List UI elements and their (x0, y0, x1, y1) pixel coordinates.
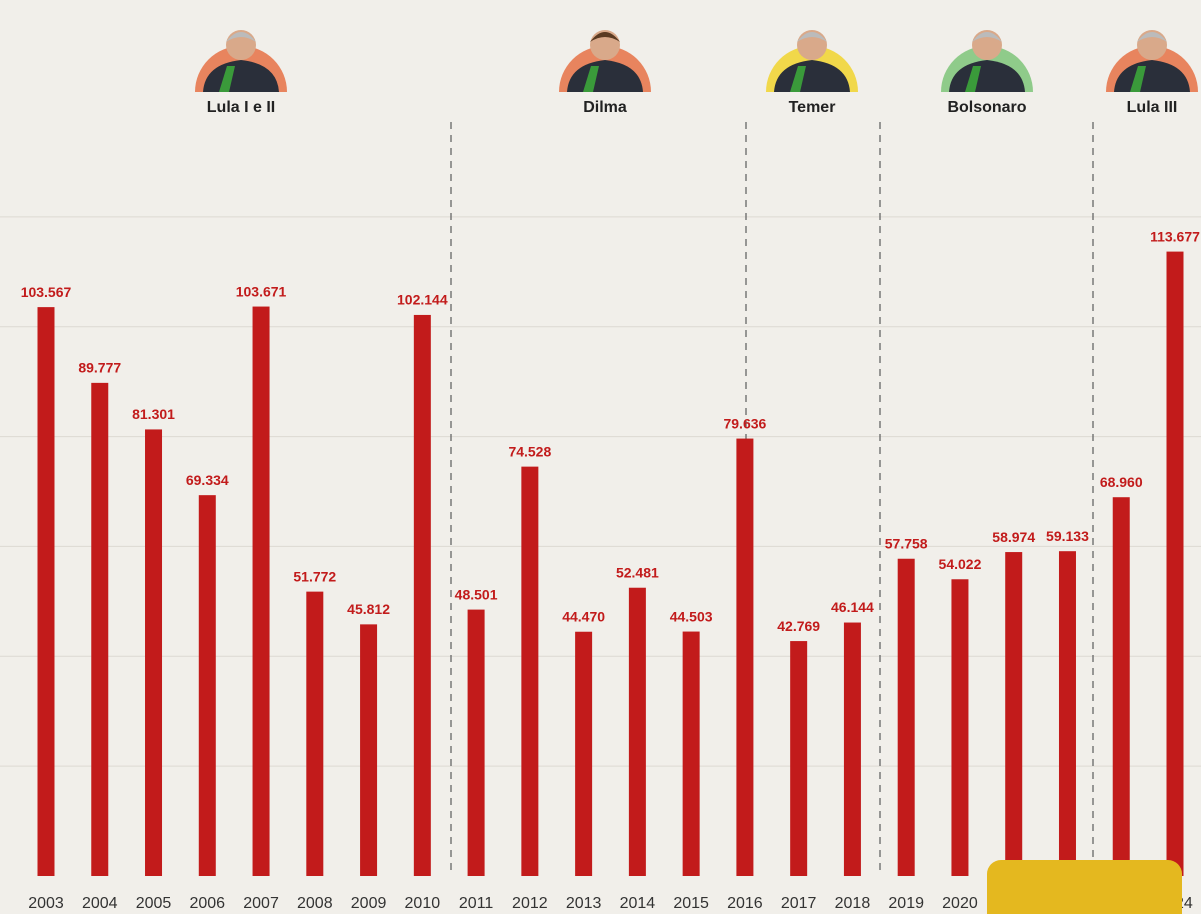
value-label: 59.133 (1046, 528, 1089, 544)
value-label: 68.960 (1100, 474, 1143, 490)
x-tick-label: 2020 (942, 895, 978, 912)
bar (1005, 552, 1022, 876)
bar (683, 632, 700, 876)
bar (145, 429, 162, 876)
bar (199, 495, 216, 876)
president-name: Dilma (583, 99, 627, 116)
bar (629, 588, 646, 876)
x-tick-label: 2019 (888, 895, 924, 912)
value-label: 46.144 (831, 599, 874, 615)
value-label: 44.470 (562, 608, 605, 624)
x-tick-label: 2013 (566, 895, 602, 912)
value-label: 42.769 (777, 618, 820, 634)
x-tick-label: 2012 (512, 895, 548, 912)
bar (414, 315, 431, 876)
value-label: 52.481 (616, 564, 659, 580)
x-tick-label: 2006 (189, 895, 225, 912)
bar (575, 632, 592, 876)
x-tick-label: 2014 (620, 895, 656, 912)
x-tick-label: 2009 (351, 895, 387, 912)
value-label: 89.777 (78, 360, 121, 376)
x-tick-label: 2017 (781, 895, 817, 912)
value-label: 69.334 (186, 472, 229, 488)
x-tick-label: 2018 (835, 895, 871, 912)
value-label: 113.677 (1150, 228, 1200, 244)
bar (1167, 252, 1184, 876)
president-name: Temer (789, 99, 836, 116)
value-label: 57.758 (885, 535, 928, 551)
value-label: 48.501 (455, 586, 498, 602)
bar (468, 610, 485, 876)
bar (1113, 497, 1130, 876)
overlay-box (987, 860, 1182, 914)
bar (253, 307, 270, 876)
bar (951, 579, 968, 876)
x-tick-label: 2003 (28, 895, 64, 912)
bar (360, 624, 377, 876)
x-tick-label: 2016 (727, 895, 763, 912)
bar (1059, 551, 1076, 876)
value-label: 103.671 (236, 283, 287, 299)
value-label: 58.974 (992, 529, 1035, 545)
value-label: 74.528 (508, 443, 551, 459)
value-label: 44.503 (670, 608, 713, 624)
value-label: 81.301 (132, 406, 175, 422)
value-label: 51.772 (293, 568, 336, 584)
president-name: Bolsonaro (947, 99, 1026, 116)
bar (736, 439, 753, 876)
value-label: 54.022 (939, 556, 982, 572)
x-tick-label: 2015 (673, 895, 709, 912)
x-tick-label: 2011 (459, 895, 494, 912)
value-label: 45.812 (347, 601, 390, 617)
value-label: 102.144 (397, 292, 448, 308)
value-label: 103.567 (21, 284, 72, 300)
bar (844, 623, 861, 876)
x-tick-label: 2007 (243, 895, 279, 912)
bar (790, 641, 807, 876)
x-tick-label: 2004 (82, 895, 118, 912)
x-tick-label: 2005 (136, 895, 172, 912)
page: Lula I e II Dilma Temer Bolsonaro Lula III 1… (0, 0, 1201, 914)
bar (306, 592, 323, 876)
value-label: 79.636 (723, 415, 766, 431)
president-name: Lula I e II (207, 99, 275, 116)
president-name: Lula III (1127, 99, 1178, 116)
x-tick-label: 2010 (405, 895, 441, 912)
chart: Lula I e II Dilma Temer Bolsonaro Lula III 1… (0, 0, 1201, 914)
bar (898, 559, 915, 876)
bar (91, 383, 108, 876)
bar (521, 467, 538, 876)
bar (38, 307, 55, 876)
x-tick-label: 2008 (297, 895, 333, 912)
